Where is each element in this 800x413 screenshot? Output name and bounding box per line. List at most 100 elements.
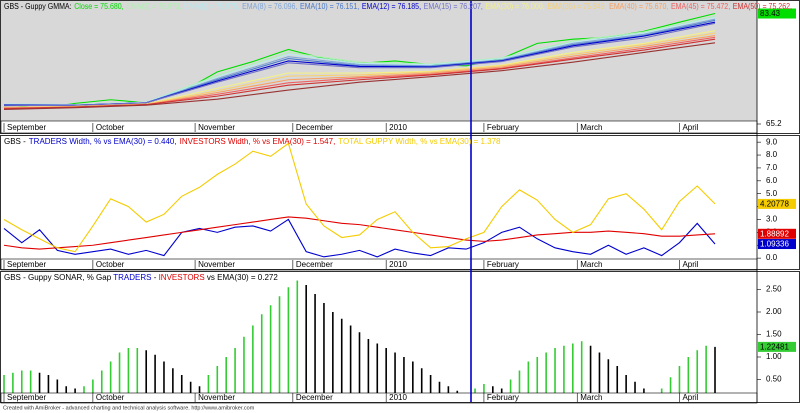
bar xyxy=(332,312,334,402)
bar xyxy=(625,375,627,402)
bar xyxy=(403,357,405,402)
bar xyxy=(207,375,210,402)
bar xyxy=(47,375,50,402)
x-tick-label: March xyxy=(580,260,602,269)
last-value-box xyxy=(758,8,796,19)
legend-entry: EMA(35) = 75.849, xyxy=(547,2,606,11)
bar xyxy=(394,352,396,402)
x-tick-label: April xyxy=(682,260,698,269)
bar xyxy=(20,370,23,402)
bar xyxy=(278,296,281,402)
bar xyxy=(296,280,299,402)
bar xyxy=(429,375,432,402)
bar xyxy=(29,370,32,402)
title-text: GBS - Guppy GMMA: xyxy=(4,2,72,11)
title-text: INVESTORS xyxy=(159,273,205,282)
y-tick-label: 8.0 xyxy=(766,150,778,159)
y-tick-label: 7.0 xyxy=(766,163,778,172)
bar xyxy=(305,285,307,402)
x-tick-label: September xyxy=(7,123,46,132)
bar xyxy=(180,375,183,402)
bar xyxy=(287,287,290,402)
legend-entry: EMA(45) = 75.472, xyxy=(671,2,730,11)
bar xyxy=(260,314,263,402)
bar xyxy=(12,372,14,402)
bar xyxy=(376,343,379,402)
bar xyxy=(598,352,601,402)
footer: Created with AmiBroker - advanced charti… xyxy=(3,405,255,411)
last-value-box xyxy=(758,228,796,239)
series-line xyxy=(3,142,716,253)
bar xyxy=(412,361,414,402)
title-text: GBS - xyxy=(4,137,26,146)
bar xyxy=(323,303,325,402)
legend-entry: EMA(10) = 76.151, xyxy=(300,2,359,11)
series-line xyxy=(3,42,716,110)
legend-entry: EMA(3) = 75.873, xyxy=(126,2,181,11)
y-tick-label: 1.50 xyxy=(766,330,782,339)
series-line xyxy=(3,216,716,250)
x-tick-label: February xyxy=(487,260,519,269)
bar xyxy=(340,318,343,402)
legend-entry: EMA(15) = 76.207, xyxy=(424,2,483,11)
pane-title: GBS - Guppy SONAR, % Gap TRADERS - INVES… xyxy=(4,273,278,282)
legend-entry: EMA(30) = 76.000, xyxy=(485,2,544,11)
last-value-label: 1.88892 xyxy=(760,229,789,238)
series-line xyxy=(3,22,716,107)
series-line xyxy=(3,16,716,106)
bar xyxy=(554,348,556,402)
legend-entry: Close = 75.680, xyxy=(74,2,123,11)
bar xyxy=(243,336,245,402)
bar xyxy=(607,359,610,402)
legend-entry: EMA(8) = 76.096, xyxy=(242,2,297,11)
bar xyxy=(118,352,121,402)
y-tick-label: 5.0 xyxy=(766,189,778,198)
bar xyxy=(536,357,539,402)
bar xyxy=(38,372,41,402)
x-tick-label: April xyxy=(682,123,698,132)
bar xyxy=(527,361,530,402)
x-tick-label: October xyxy=(96,123,125,132)
bar xyxy=(696,350,699,402)
bar xyxy=(420,368,423,402)
x-tick-label: December xyxy=(296,393,333,402)
bar xyxy=(678,366,681,402)
legend-entry: TRADERS Width, % vs EMA(30) = 0.440, xyxy=(29,137,177,146)
bar xyxy=(589,345,592,402)
last-value-box xyxy=(758,341,796,352)
y-tick-label: 0.0 xyxy=(766,253,778,262)
y-tick-label: 0.50 xyxy=(766,375,782,384)
bar xyxy=(509,379,512,402)
bar xyxy=(100,370,103,402)
last-value-label: 1.09336 xyxy=(760,240,789,249)
y-tick-label: 9.0 xyxy=(766,137,778,146)
bar xyxy=(385,348,387,402)
bar xyxy=(3,375,5,402)
bar xyxy=(225,357,227,402)
bar xyxy=(172,368,174,402)
x-tick-label: April xyxy=(682,393,698,402)
bar xyxy=(714,346,716,402)
legend-entry: TOTAL GUPPY Width, % vs EMA(30) = 1.378 xyxy=(338,137,501,146)
bar xyxy=(349,325,352,402)
legend-entry: EMA(40) = 75.670, xyxy=(609,2,668,11)
x-tick-label: 2010 xyxy=(389,393,407,402)
legend-entry: EMA(12) = 76.185, xyxy=(362,2,421,11)
x-tick-label: December xyxy=(296,260,333,269)
bar xyxy=(163,361,165,402)
x-tick-label: December xyxy=(296,123,333,132)
frames xyxy=(0,0,800,404)
last-value-box xyxy=(758,198,796,209)
pane-title: GBS - TRADERS Width, % vs EMA(30) = 0.440… xyxy=(4,137,501,146)
marks xyxy=(3,12,716,402)
x-tick-label: 2010 xyxy=(389,260,407,269)
title-text: vs EMA(30) = 0.272 xyxy=(205,273,279,282)
bar xyxy=(438,381,441,402)
series-line xyxy=(3,32,716,109)
x-tick-label: 2010 xyxy=(389,123,407,132)
bar xyxy=(216,366,219,402)
y-tick-label: 6.0 xyxy=(766,176,778,185)
bar xyxy=(545,352,547,402)
x-tick-label: March xyxy=(580,123,602,132)
last-value-box xyxy=(758,239,796,250)
